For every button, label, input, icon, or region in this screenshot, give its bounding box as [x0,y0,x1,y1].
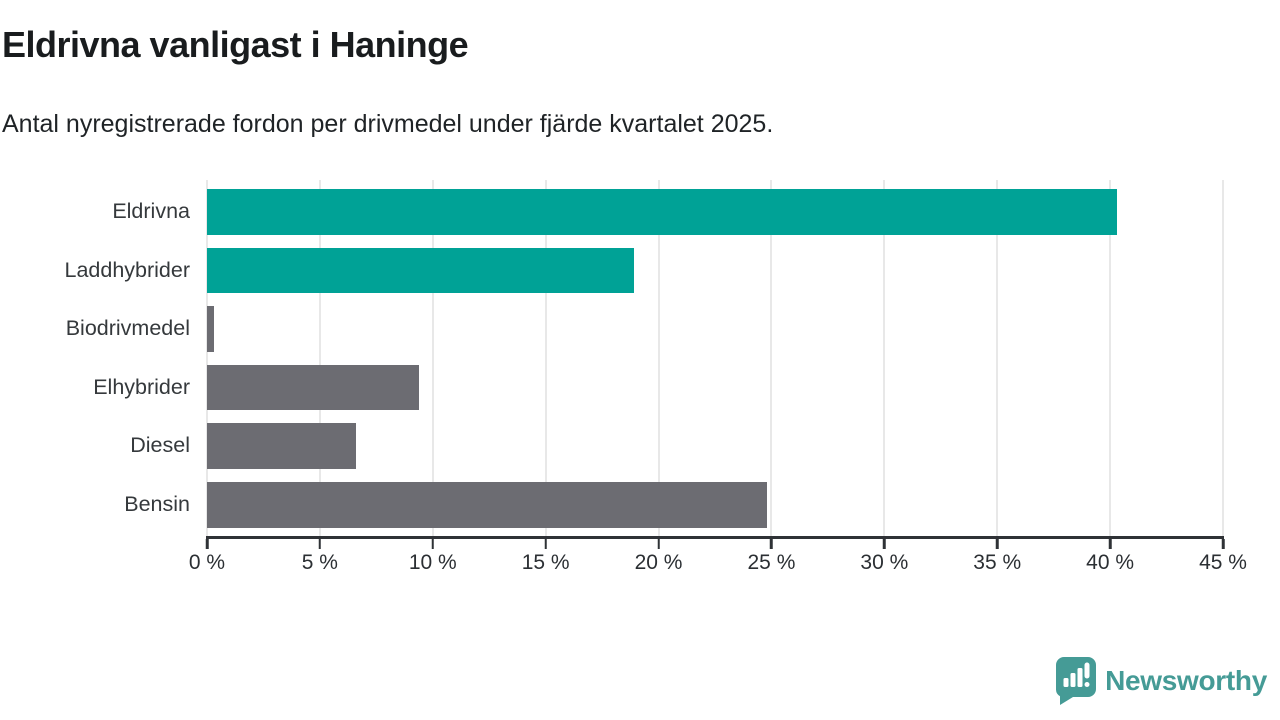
y-axis-label-biodrivmedel: Biodrivmedel [65,316,190,341]
chart-subtitle: Antal nyregistrerade fordon per drivmede… [2,110,774,138]
gridline [318,180,321,537]
x-axis-tick [431,539,435,549]
bar-bensin [207,482,767,528]
x-axis-tick-label: 25 % [747,551,796,574]
x-axis-tick-label: 45 % [1199,551,1247,574]
x-axis-tick-label: 30 % [860,551,909,574]
plot-area: 0 % 5 % 10 % 15 % 20 % 25 % 30 % 35 % 40 % 45 % [189,180,1247,574]
gridline [206,180,208,537]
x-axis-tick [318,539,322,549]
gridline [883,180,886,537]
bar-biodrivmedel [207,306,214,352]
x-axis-tick-label: 35 % [973,551,1022,574]
x-axis-tick [883,539,886,549]
x-axis-tick [995,539,999,549]
gridline [1222,180,1224,537]
x-axis-tick-labels: 0 % 5 % 10 % 15 % 20 % 25 % 30 % 35 % 40 % 45 % [189,551,1247,577]
gridline [996,180,999,537]
bar-elhybrider [207,364,420,411]
bar-laddhybrider [207,247,634,294]
gridline [657,180,660,537]
x-axis-tick [1108,539,1112,549]
x-axis-tick-label: 20 % [634,551,683,574]
x-axis-tick-label: 10 % [408,551,457,574]
chart-title: Eldrivna vanligast i Haninge [2,24,469,65]
bar-diesel [207,423,356,469]
x-axis-tick-label: 15 % [521,551,570,574]
brand-name: Newsworthy [1105,665,1267,696]
brand-logo: Newsworthy [1056,657,1267,705]
x-axis-tick-label: 5 % [301,551,338,574]
gridline [544,180,547,537]
x-axis-tick-label: 40 % [1086,551,1135,574]
x-axis-tick-label: 0 % [188,551,226,574]
x-axis-tick [770,539,773,549]
x-axis-tick [544,539,547,549]
y-axis-label-laddhybrider: Laddhybrider [64,257,190,282]
x-axis-tick [657,539,660,549]
bar-eldrivna [207,189,1117,235]
y-axis-labels: Eldrivna Laddhybrider Biodrivmedel Elhybrid… [0,180,190,537]
x-axis-tick [1221,539,1225,549]
y-axis-label-diesel: Diesel [130,433,190,458]
x-axis-tick [205,539,209,549]
y-axis-label-elhybrider: Elhybrider [93,374,190,399]
y-axis-label-eldrivna: Eldrivna [112,199,190,223]
x-axis-line [206,536,1224,539]
y-axis-label-bensin: Bensin [124,492,190,516]
gridline [770,180,773,537]
gridline [431,180,434,537]
gridline [1109,180,1112,537]
newsworthy-speech-bubble-chart-icon [1056,657,1097,705]
